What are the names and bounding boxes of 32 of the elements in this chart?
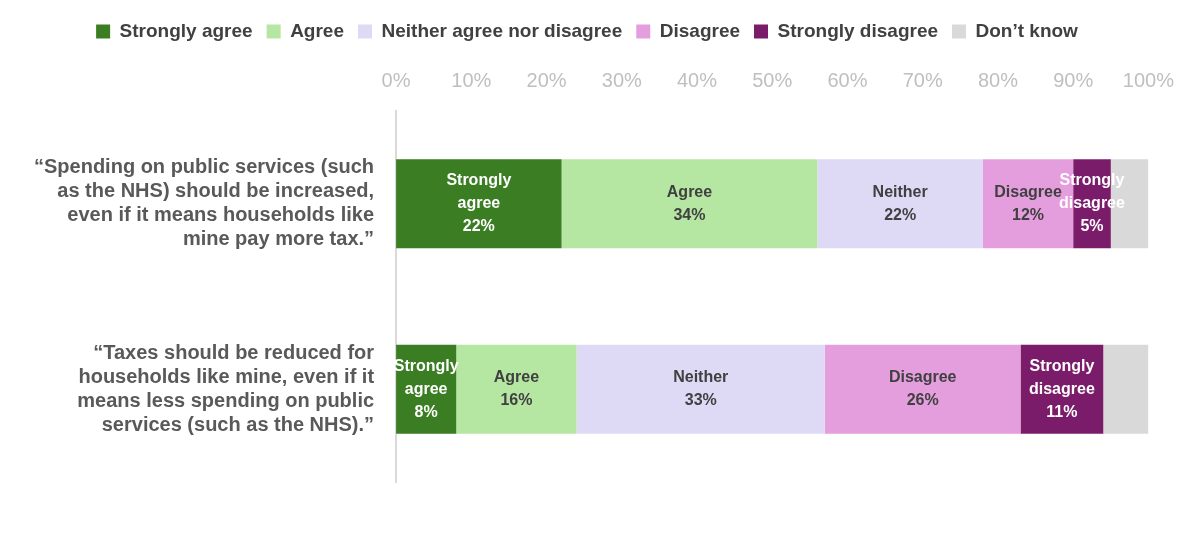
x-tick-label: 50%: [752, 68, 793, 91]
x-tick-label: 30%: [601, 68, 643, 91]
legend-label: Strongly agree: [119, 19, 253, 41]
legend-label: Neither agree nor disagree: [381, 19, 623, 41]
x-tick-label: 0%: [381, 68, 411, 91]
legend-label: Disagree: [659, 19, 741, 41]
data-label: Disagree 26%: [888, 368, 957, 409]
x-tick-label: 90%: [1053, 68, 1094, 91]
data-label: Strongly disagree 11%: [1029, 356, 1095, 420]
bar: [817, 159, 983, 249]
x-tick-label: 60%: [827, 68, 868, 91]
x-tick-label: 20%: [526, 68, 567, 91]
x-tick-label: 40%: [676, 68, 718, 91]
data-label: Agree 16%: [493, 368, 540, 409]
bar: [824, 344, 1021, 434]
bar: [1103, 344, 1149, 434]
y-tick-label: “Taxes should be reduced for households like mine, even if it means less spending on public services (such as the NHS).”: [77, 340, 375, 435]
data-label: Neither 33%: [673, 368, 729, 409]
bar: [396, 159, 562, 249]
bar: [561, 159, 818, 249]
x-tick-label: 100%: [1122, 68, 1175, 91]
data-label: Neither 22%: [872, 182, 928, 223]
data-label: Agree 34%: [666, 182, 713, 223]
y-tick-label: “Spending on public services (such as the NHS) should be increased, even if it means households like mine pay more tax.”: [33, 155, 375, 250]
legend-label: Don’t know: [975, 19, 1079, 41]
data-label: Strongly agree 22%: [446, 171, 512, 235]
legend-label: Strongly disagree: [777, 19, 939, 41]
legend-label: Agree: [290, 19, 345, 41]
x-tick-label: 10%: [451, 68, 492, 91]
x-tick-label: 70%: [902, 68, 943, 91]
bar: [576, 344, 825, 434]
x-tick-label: 80%: [977, 68, 1019, 91]
